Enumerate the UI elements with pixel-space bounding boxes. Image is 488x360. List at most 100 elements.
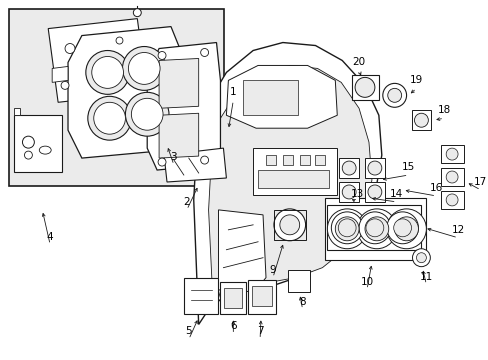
Polygon shape — [339, 158, 358, 178]
Circle shape — [128, 53, 160, 84]
Circle shape — [445, 194, 457, 206]
Polygon shape — [226, 66, 337, 128]
Polygon shape — [208, 66, 371, 315]
Polygon shape — [411, 110, 430, 130]
Bar — [282, 155, 292, 165]
Polygon shape — [440, 191, 463, 209]
Circle shape — [335, 217, 358, 241]
Polygon shape — [253, 148, 337, 195]
Circle shape — [445, 171, 457, 183]
Circle shape — [416, 253, 426, 263]
Text: 10: 10 — [360, 276, 373, 287]
Text: 3: 3 — [170, 152, 177, 162]
Circle shape — [394, 217, 418, 241]
Circle shape — [364, 217, 388, 241]
Text: 12: 12 — [450, 225, 464, 235]
Circle shape — [92, 57, 123, 88]
Polygon shape — [220, 282, 245, 315]
Circle shape — [22, 136, 34, 148]
Polygon shape — [440, 168, 463, 186]
Circle shape — [386, 212, 418, 244]
Circle shape — [412, 249, 429, 267]
Text: 6: 6 — [229, 321, 236, 332]
Circle shape — [356, 209, 396, 249]
Circle shape — [86, 50, 129, 94]
Circle shape — [94, 102, 125, 134]
Circle shape — [342, 185, 355, 199]
Polygon shape — [68, 27, 183, 158]
Circle shape — [342, 161, 355, 175]
Circle shape — [414, 113, 427, 127]
Circle shape — [358, 212, 390, 244]
Text: 4: 4 — [47, 232, 53, 242]
Circle shape — [387, 88, 401, 102]
Bar — [252, 285, 271, 306]
Polygon shape — [147, 42, 220, 170]
Circle shape — [354, 77, 374, 97]
Circle shape — [88, 96, 131, 140]
Polygon shape — [339, 182, 358, 202]
Text: 5: 5 — [185, 327, 192, 336]
Polygon shape — [325, 198, 426, 260]
Bar — [315, 155, 325, 165]
Text: 14: 14 — [389, 189, 403, 199]
Text: 18: 18 — [437, 105, 450, 115]
Circle shape — [133, 9, 141, 17]
Bar — [258, 170, 329, 188]
Circle shape — [367, 161, 381, 175]
Text: 11: 11 — [419, 271, 432, 282]
Ellipse shape — [39, 146, 51, 154]
Text: 15: 15 — [401, 162, 414, 172]
Bar — [224, 288, 242, 307]
Circle shape — [200, 156, 208, 164]
Text: 19: 19 — [409, 75, 422, 85]
Circle shape — [331, 212, 362, 244]
Polygon shape — [287, 270, 309, 292]
Circle shape — [65, 44, 75, 54]
Polygon shape — [351, 75, 378, 100]
Text: 20: 20 — [352, 58, 365, 67]
Circle shape — [24, 151, 32, 159]
Circle shape — [131, 75, 138, 82]
Circle shape — [393, 219, 411, 237]
Bar — [243, 80, 297, 115]
Circle shape — [158, 51, 166, 59]
Circle shape — [125, 92, 169, 136]
Polygon shape — [193, 42, 381, 324]
Circle shape — [386, 209, 426, 249]
Polygon shape — [326, 205, 421, 250]
Circle shape — [61, 81, 69, 89]
Text: 16: 16 — [429, 183, 442, 193]
Circle shape — [116, 37, 122, 44]
Polygon shape — [218, 210, 265, 294]
Circle shape — [131, 98, 163, 130]
Text: 8: 8 — [299, 297, 305, 306]
Circle shape — [200, 49, 208, 57]
Polygon shape — [440, 145, 463, 163]
Bar — [9, 9, 224, 186]
Circle shape — [122, 46, 166, 90]
Polygon shape — [364, 158, 384, 178]
Text: 2: 2 — [183, 197, 190, 207]
Polygon shape — [14, 108, 20, 115]
Circle shape — [445, 148, 457, 160]
Circle shape — [365, 219, 383, 237]
Text: 17: 17 — [473, 177, 487, 187]
Circle shape — [279, 215, 299, 235]
Polygon shape — [163, 148, 226, 182]
Circle shape — [158, 158, 166, 166]
Bar — [299, 155, 309, 165]
Circle shape — [273, 209, 305, 241]
Polygon shape — [159, 58, 198, 108]
Circle shape — [326, 209, 366, 249]
Polygon shape — [183, 278, 218, 315]
Text: 9: 9 — [269, 265, 276, 275]
Polygon shape — [159, 113, 198, 158]
Polygon shape — [248, 280, 275, 315]
Polygon shape — [48, 19, 147, 102]
Bar — [265, 155, 275, 165]
Text: 1: 1 — [229, 87, 236, 97]
Polygon shape — [14, 115, 62, 172]
Polygon shape — [52, 67, 68, 82]
Circle shape — [367, 185, 381, 199]
